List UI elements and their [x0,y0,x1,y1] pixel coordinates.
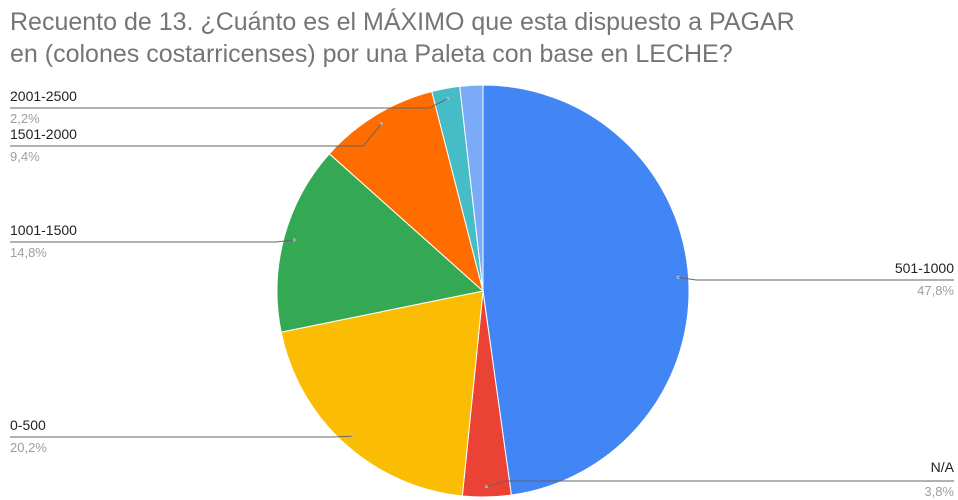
callout-leader-line [486,480,954,488]
slice-percentage: 9,4% [10,149,40,164]
pie-slices [276,84,690,498]
chart-title-line-2: en (colones costarricenses) por una Pale… [10,40,733,68]
pie-slice-1001-1500 [276,153,485,333]
pie-slice-1501-2000 [328,90,484,293]
slice-label: 1001-1500 [10,222,77,238]
slice-label: 501-1000 [895,260,954,276]
slice-callouts: 501-1000 47,8% N/A 3,8% 0-500 20,2% 1001-1500 1… [10,88,955,499]
slice-label: 0-500 [10,417,46,433]
slice-label: 2001-2500 [10,88,77,104]
pie-slice-501-1000 [482,84,690,496]
slice-percentage: 20,2% [10,440,47,455]
chart-title-line-1: Recuento de 13. ¿Cuánto es el MÁXIMO que… [10,7,795,36]
slice-percentage: 2,2% [10,111,40,126]
callout-leader-line [10,435,352,438]
slice-label: N/A [931,459,955,475]
slice-percentage: 47,8% [917,283,954,298]
callout-leader-line [10,239,295,243]
callout-leader-line [678,277,954,281]
callout-leader-line [10,123,382,147]
slice-percentage: 14,8% [10,245,47,260]
pie-slice-unlabeled [459,84,484,292]
pie-slice-0-500 [280,290,484,497]
callout-leader-line [10,98,448,109]
callout-anchor-dot [292,238,296,242]
slice-percentage: 3,8% [924,484,954,499]
slice-label: 1501-2000 [10,126,77,142]
